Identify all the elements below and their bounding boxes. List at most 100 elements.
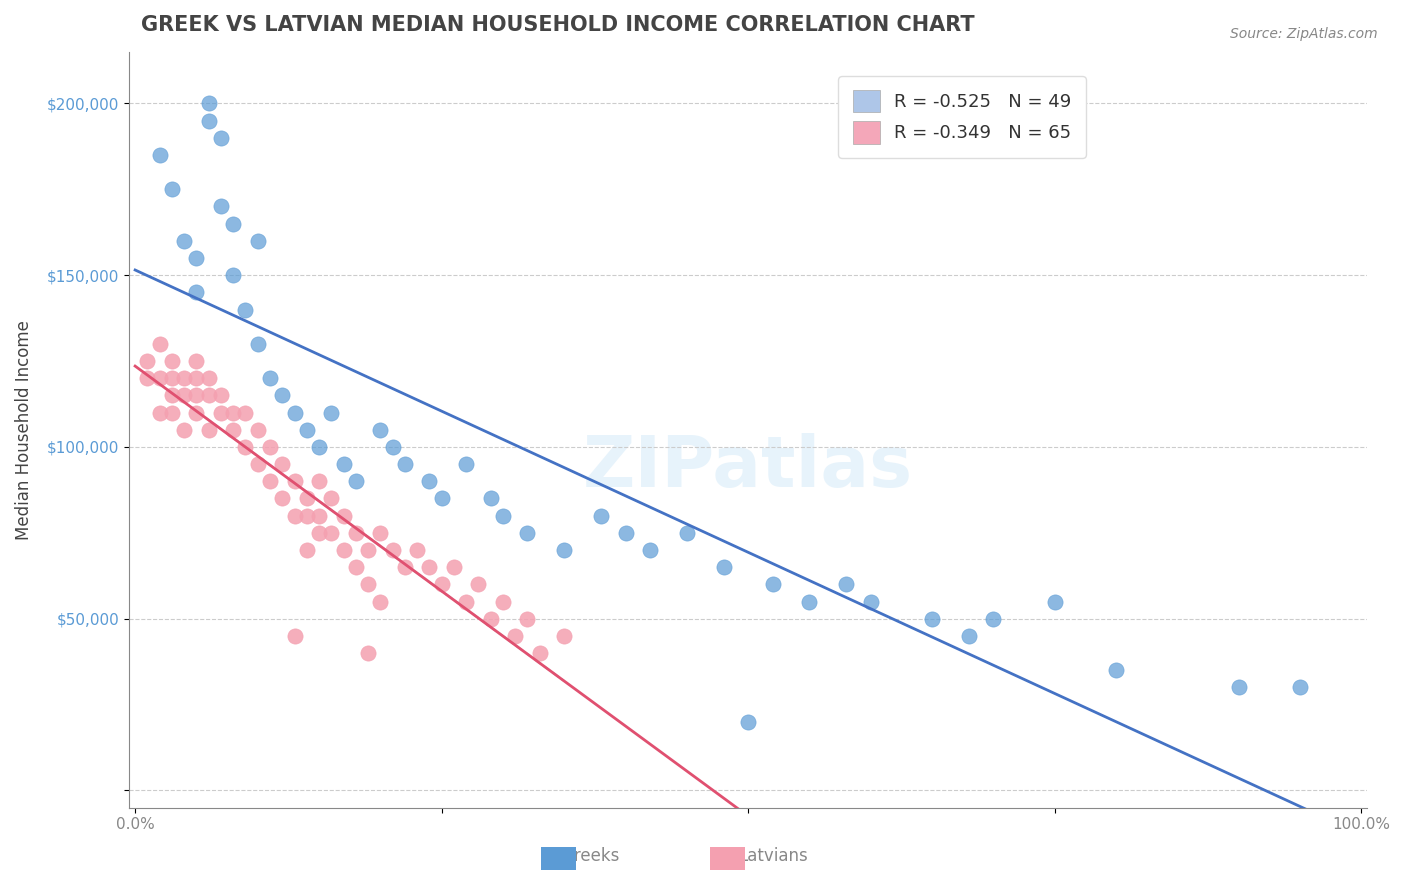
Point — [186, 251, 208, 265]
Point — [344, 560, 367, 574]
Point — [283, 406, 305, 420]
Y-axis label: Median Household Income: Median Household Income — [15, 320, 32, 540]
Point — [271, 388, 294, 402]
Point — [430, 491, 453, 506]
Point — [186, 406, 208, 420]
Point — [246, 423, 269, 437]
Point — [589, 508, 612, 523]
Point — [737, 714, 759, 729]
Point — [209, 406, 232, 420]
Point — [418, 475, 440, 489]
Point — [160, 371, 183, 385]
Point — [344, 525, 367, 540]
Point — [321, 406, 343, 420]
Point — [235, 302, 257, 317]
Point — [271, 491, 294, 506]
Point — [357, 577, 380, 591]
Point — [149, 371, 172, 385]
Point — [1289, 681, 1312, 695]
Point — [197, 96, 219, 111]
Point — [308, 475, 330, 489]
Point — [443, 560, 465, 574]
Point — [381, 440, 404, 454]
Point — [149, 406, 172, 420]
Point — [321, 525, 343, 540]
Point — [492, 594, 515, 608]
Point — [246, 234, 269, 248]
Point — [676, 525, 699, 540]
Point — [467, 577, 489, 591]
Point — [149, 336, 172, 351]
Point — [186, 371, 208, 385]
Point — [357, 646, 380, 660]
Point — [149, 148, 172, 162]
Point — [197, 423, 219, 437]
Point — [173, 423, 195, 437]
Point — [370, 423, 392, 437]
Point — [222, 406, 245, 420]
Point — [160, 182, 183, 196]
Point — [479, 491, 502, 506]
Point — [222, 423, 245, 437]
Text: GREEK VS LATVIAN MEDIAN HOUSEHOLD INCOME CORRELATION CHART: GREEK VS LATVIAN MEDIAN HOUSEHOLD INCOME… — [142, 15, 974, 35]
Point — [283, 475, 305, 489]
Legend: R = -0.525   N = 49, R = -0.349   N = 65: R = -0.525 N = 49, R = -0.349 N = 65 — [838, 76, 1085, 158]
Point — [321, 491, 343, 506]
Point — [197, 113, 219, 128]
Point — [160, 406, 183, 420]
Point — [246, 457, 269, 471]
Point — [503, 629, 526, 643]
Point — [235, 440, 257, 454]
Point — [222, 217, 245, 231]
Point — [209, 199, 232, 213]
Point — [332, 543, 354, 558]
Point — [160, 388, 183, 402]
Point — [186, 285, 208, 300]
Point — [1043, 594, 1066, 608]
Point — [295, 423, 318, 437]
Point — [259, 475, 281, 489]
Point — [209, 130, 232, 145]
Point — [308, 508, 330, 523]
Point — [921, 612, 943, 626]
Point — [209, 388, 232, 402]
Point — [762, 577, 785, 591]
Point — [295, 491, 318, 506]
Point — [553, 543, 575, 558]
Point — [394, 560, 416, 574]
Point — [295, 543, 318, 558]
Point — [529, 646, 551, 660]
Point — [186, 354, 208, 368]
Point — [394, 457, 416, 471]
Point — [835, 577, 858, 591]
Point — [370, 525, 392, 540]
Point — [222, 268, 245, 282]
Text: Source: ZipAtlas.com: Source: ZipAtlas.com — [1230, 27, 1378, 41]
Point — [516, 525, 538, 540]
Point — [430, 577, 453, 591]
Point — [136, 371, 159, 385]
Text: ZIPatlas: ZIPatlas — [583, 433, 914, 502]
Point — [283, 508, 305, 523]
Point — [344, 475, 367, 489]
Text: Latvians: Latvians — [738, 847, 808, 865]
Point — [186, 388, 208, 402]
Point — [859, 594, 882, 608]
Point — [516, 612, 538, 626]
Point — [136, 354, 159, 368]
Point — [456, 457, 478, 471]
Point — [259, 440, 281, 454]
Point — [381, 543, 404, 558]
Point — [357, 543, 380, 558]
Point — [283, 629, 305, 643]
Point — [406, 543, 429, 558]
Point — [479, 612, 502, 626]
Point — [332, 457, 354, 471]
Point — [308, 440, 330, 454]
Point — [308, 525, 330, 540]
Point — [983, 612, 1005, 626]
Point — [713, 560, 735, 574]
Point — [370, 594, 392, 608]
Point — [638, 543, 661, 558]
Point — [295, 508, 318, 523]
